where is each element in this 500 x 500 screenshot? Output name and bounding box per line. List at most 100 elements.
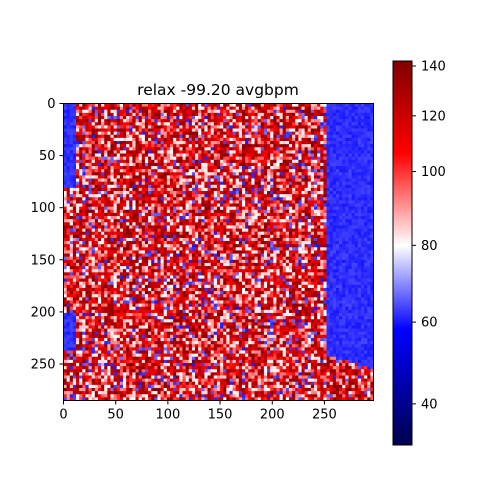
heatmap-cell	[173, 159, 177, 164]
heatmap-cell	[110, 225, 114, 229]
heatmap-cell	[292, 131, 296, 136]
heatmap-cell	[367, 169, 371, 173]
heatmap-cell	[345, 172, 349, 176]
heatmap-cell	[301, 119, 306, 123]
heatmap-cell	[370, 244, 374, 248]
heatmap-cell	[229, 169, 233, 173]
heatmap-cell	[254, 206, 259, 211]
heatmap-cell	[129, 209, 133, 214]
heatmap-cell	[101, 144, 105, 148]
heatmap-cell	[69, 137, 74, 142]
heatmap-cell	[201, 241, 205, 245]
heatmap-cell	[248, 256, 252, 261]
heatmap-cell	[97, 253, 102, 258]
heatmap-cell	[367, 237, 371, 242]
heatmap-cell	[364, 191, 368, 195]
heatmap-cell	[107, 141, 111, 145]
heatmap-cell	[207, 253, 212, 258]
heatmap-cell	[94, 212, 99, 217]
heatmap-cell	[204, 222, 208, 226]
heatmap-cell	[298, 178, 302, 183]
heatmap-cell	[129, 194, 133, 198]
heatmap-cell	[176, 166, 180, 170]
heatmap-cell	[195, 178, 199, 183]
heatmap-cell	[69, 253, 74, 258]
heatmap-cell	[254, 128, 259, 133]
heatmap-cell	[179, 119, 183, 123]
heatmap-cell	[213, 125, 218, 129]
heatmap-cell	[235, 203, 240, 208]
heatmap-cell	[104, 197, 108, 201]
heatmap-cell	[110, 159, 114, 164]
heatmap-cell	[151, 241, 155, 245]
heatmap-cell	[185, 222, 190, 226]
heatmap-cell	[195, 172, 199, 176]
heatmap-cell	[201, 175, 205, 179]
heatmap-cell	[323, 131, 327, 136]
heatmap-cell	[292, 103, 296, 108]
heatmap-cell	[367, 122, 371, 126]
heatmap-cell	[370, 128, 374, 133]
heatmap-cell	[364, 119, 368, 123]
heatmap-cell	[148, 216, 152, 220]
heatmap-cell	[185, 162, 190, 167]
heatmap-cell	[348, 156, 352, 161]
heatmap-cell	[204, 109, 208, 114]
heatmap-cell	[223, 116, 227, 120]
heatmap-cell	[122, 212, 127, 217]
heatmap-cell	[97, 116, 102, 120]
heatmap-cell	[323, 144, 327, 148]
heatmap-cell	[326, 116, 331, 120]
heatmap-cell	[360, 144, 365, 148]
heatmap-cell	[104, 203, 108, 208]
heatmap-cell	[257, 209, 262, 214]
heatmap-cell	[288, 109, 293, 114]
heatmap-cell	[223, 225, 227, 229]
heatmap-cell	[198, 191, 202, 195]
heatmap-cell	[267, 112, 271, 117]
heatmap-cell	[335, 156, 340, 161]
heatmap-cell	[364, 144, 368, 148]
heatmap-cell	[339, 147, 343, 151]
heatmap-cell	[116, 259, 121, 264]
heatmap-cell	[144, 116, 149, 120]
heatmap-cell	[207, 187, 212, 192]
heatmap-cell	[191, 234, 196, 239]
heatmap-cell	[160, 250, 165, 254]
heatmap-cell	[267, 166, 271, 170]
heatmap-cell	[204, 141, 208, 145]
heatmap-cell	[213, 256, 218, 261]
heatmap-cell	[310, 181, 315, 186]
heatmap-cell	[129, 144, 133, 148]
heatmap-cell	[195, 150, 199, 154]
heatmap-cell	[104, 131, 108, 136]
heatmap-cell	[339, 181, 343, 186]
heatmap-cell	[354, 191, 359, 195]
heatmap-cell	[335, 125, 340, 129]
heatmap-cell	[248, 225, 252, 229]
heatmap-cell	[204, 206, 208, 211]
heatmap-cell	[132, 219, 136, 223]
heatmap-cell	[310, 237, 315, 242]
heatmap-cell	[116, 234, 121, 239]
heatmap-cell	[342, 172, 346, 176]
heatmap-cell	[323, 225, 327, 229]
heatmap-cell	[351, 256, 356, 261]
heatmap-cell	[97, 156, 102, 161]
heatmap-cell	[229, 109, 233, 114]
heatmap-cell	[216, 119, 221, 123]
heatmap-cell	[85, 144, 89, 148]
heatmap-cell	[282, 200, 287, 204]
heatmap-cell	[267, 247, 271, 251]
heatmap-cell	[173, 247, 177, 251]
heatmap-cell	[126, 175, 130, 179]
heatmap-cell	[88, 203, 93, 208]
heatmap-cell	[119, 194, 124, 198]
heatmap-cell	[191, 116, 196, 120]
heatmap-cell	[94, 103, 99, 108]
heatmap-cell	[335, 141, 340, 145]
heatmap-cell	[154, 194, 158, 198]
heatmap-cell	[119, 150, 124, 154]
heatmap-cell	[91, 225, 96, 229]
heatmap-cell	[267, 219, 271, 223]
